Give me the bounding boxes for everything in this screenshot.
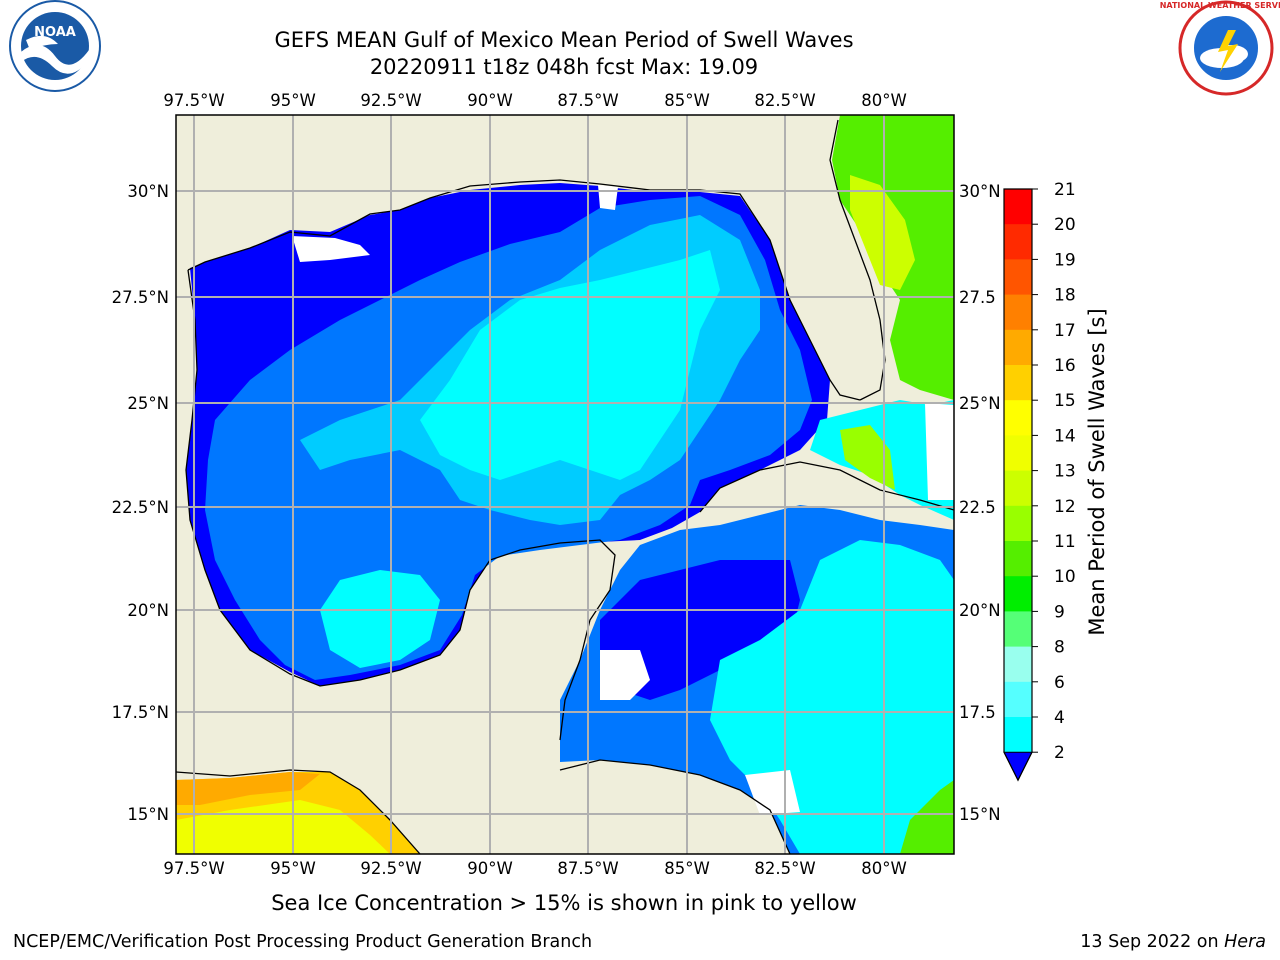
colorbar-tick-label: 21 — [1054, 180, 1076, 200]
lon-label: 80°W — [861, 91, 907, 110]
lon-label: 85°W — [664, 91, 710, 110]
colorbar-tick-label: 4 — [1054, 708, 1065, 728]
colorbar-tick-label: 8 — [1054, 638, 1065, 658]
colorbar-segment — [1004, 189, 1032, 225]
colorbar-tick-label: 16 — [1054, 356, 1076, 376]
colorbar-tick-label: 17 — [1054, 321, 1076, 341]
nodata-patch — [925, 403, 954, 500]
colorbar-segment — [1004, 259, 1032, 296]
colorbar-tick-label: 18 — [1054, 286, 1076, 306]
lat-label: 30°N — [959, 182, 1001, 201]
lon-label: 95°W — [270, 91, 316, 110]
colorbar-tick-label: 15 — [1054, 391, 1076, 411]
lat-label: 15°N — [959, 805, 1001, 824]
lon-label: 80°W — [861, 859, 907, 878]
colorbar-segment — [1004, 611, 1032, 648]
lon-label: 97.5°W — [163, 859, 224, 878]
colorbar-tick-label: 20 — [1054, 215, 1076, 235]
colorbar-segment — [1004, 470, 1032, 507]
lat-label: 17.5°N — [112, 703, 169, 722]
nodata-patch — [600, 650, 650, 700]
lon-label: 87.5°W — [557, 859, 618, 878]
footer-date-text: 13 Sep 2022 on — [1080, 932, 1225, 952]
atlantic-yellow-green — [850, 175, 915, 290]
gulf-cyan — [420, 250, 720, 480]
colorbar-tick-label: 12 — [1054, 497, 1076, 517]
lon-labels-top: 97.5°W 95°W 92.5°W 90°W 87.5°W 85°W 82.5… — [163, 91, 906, 110]
colorbar-tick-label: 9 — [1054, 602, 1065, 622]
nodata-patch — [598, 185, 618, 210]
colorbar-segment — [1004, 505, 1032, 542]
colorbar-tick-label: 19 — [1054, 250, 1076, 270]
colorbar-tick-label: 11 — [1054, 532, 1076, 552]
lat-label: 27.5°N — [112, 288, 169, 307]
chart-subtitle: 20220911 t18z 048h fcst Max: 19.09 — [369, 55, 759, 79]
lon-label: 87.5°W — [557, 91, 618, 110]
campeche-cyan — [320, 570, 440, 668]
lat-label: 25°N — [959, 394, 1001, 413]
sea-ice-note: Sea Ice Concentration > 15% is shown in … — [271, 891, 857, 915]
lon-label: 92.5°W — [360, 91, 421, 110]
chart-title: GEFS MEAN Gulf of Mexico Mean Period of … — [274, 28, 854, 52]
colorbar-label: Mean Period of Swell Waves [s] — [1085, 308, 1109, 635]
pacific-orange-dark — [176, 772, 320, 805]
colorbar-segment — [1004, 365, 1032, 401]
lon-label: 85°W — [664, 859, 710, 878]
colorbar-segment — [1004, 224, 1032, 260]
nodata-patch — [745, 770, 800, 815]
noaa-logo-text: NOAA — [34, 25, 76, 40]
nws-logo-text: NATIONAL WEATHER SERVICE — [1160, 1, 1280, 10]
lon-label: 92.5°W — [360, 859, 421, 878]
nws-logo: NATIONAL WEATHER SERVICE — [1160, 0, 1280, 96]
noaa-logo: NOAA — [9, 0, 101, 92]
gridlines — [176, 115, 954, 854]
footer-date: 13 Sep 2022 on Hera — [1080, 932, 1266, 952]
colorbar-segment — [1004, 400, 1032, 436]
lat-label: 22.5°N — [112, 498, 169, 517]
colorbar-segment — [1004, 576, 1032, 612]
colorbar-segment — [1004, 541, 1032, 577]
lat-label: 15°N — [127, 805, 169, 824]
straits-green — [840, 425, 895, 490]
map-area — [176, 115, 954, 854]
nodata-patch — [292, 236, 370, 262]
colorbar-segment — [1004, 646, 1032, 683]
lat-label: 27.5 — [959, 288, 996, 307]
colorbar-segment — [1004, 294, 1032, 331]
colorbar-tick-label: 13 — [1054, 462, 1076, 482]
colorbar-frame — [1003, 188, 1033, 782]
lat-labels-right: 30°N 27.5 25°N 22.5 20°N 17.5 15°N — [959, 182, 1001, 824]
lat-label: 20°N — [959, 601, 1001, 620]
lon-label: 82.5°W — [754, 859, 815, 878]
lon-label: 90°W — [467, 91, 513, 110]
lon-label: 95°W — [270, 859, 316, 878]
lat-label: 20°N — [127, 601, 169, 620]
colorbar-extend-arrow — [1003, 751, 1033, 782]
colorbar-tick-label: 2 — [1054, 743, 1065, 763]
colorbar-segment — [1004, 435, 1032, 472]
lat-label: 17.5 — [959, 703, 996, 722]
coastlines — [176, 119, 954, 854]
lat-label: 22.5 — [959, 498, 996, 517]
colorbar-tick-label: 6 — [1054, 673, 1065, 693]
caribbean-green — [900, 780, 954, 854]
colorbar-tick-label: 14 — [1054, 426, 1076, 446]
lon-label: 90°W — [467, 859, 513, 878]
footer-host: Hera — [1224, 932, 1266, 952]
footer-credit: NCEP/EMC/Verification Post Processing Pr… — [13, 932, 593, 952]
lat-labels-left: 30°N 27.5°N 25°N 22.5°N 20°N 17.5°N 15°N — [112, 182, 169, 824]
colorbar-segment — [1004, 681, 1032, 718]
colorbar-segment — [1004, 717, 1032, 753]
colorbar-tick-label: 10 — [1054, 567, 1076, 587]
lat-label: 30°N — [127, 182, 169, 201]
map-frame — [175, 114, 955, 855]
caribbean-dark-blue — [600, 560, 800, 700]
colorbar: 21 20 19 18 17 16 15 14 13 12 11 10 9 8 6 4 2 — [1003, 180, 1076, 782]
lon-label: 82.5°W — [754, 91, 815, 110]
lat-label: 25°N — [127, 394, 169, 413]
lon-labels-bottom: 97.5°W 95°W 92.5°W 90°W 87.5°W 85°W 82.5… — [163, 859, 906, 878]
colorbar-segment — [1004, 329, 1032, 366]
lon-label: 97.5°W — [163, 91, 224, 110]
